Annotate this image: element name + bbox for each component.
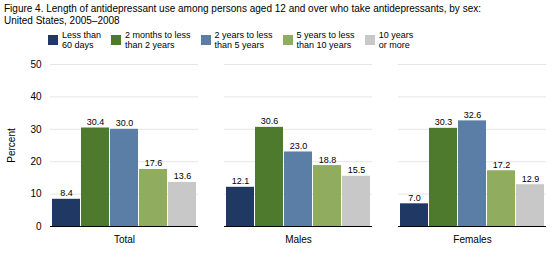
svg-text:30.4: 30.4 — [87, 117, 105, 127]
svg-text:17.6: 17.6 — [145, 158, 163, 168]
svg-text:10: 10 — [30, 188, 42, 199]
html-text:10 years or more: 10 years or more — [378, 30, 414, 50]
svg-text:7.0: 7.0 — [408, 193, 421, 203]
svg-text:Total: Total — [114, 234, 135, 245]
svg-text:0: 0 — [36, 221, 42, 232]
svg-text:30.3: 30.3 — [435, 117, 453, 127]
svg-text:30.0: 30.0 — [116, 118, 134, 128]
svg-text:Males: Males — [285, 234, 312, 245]
html-text:Figure 4. Length of antidepres: Figure 4. Length of antidepressant use a… — [4, 3, 481, 14]
svg-text:23.0: 23.0 — [290, 141, 308, 151]
svg-text:8.4: 8.4 — [60, 188, 73, 198]
html-text:United States, 2005–2008: United States, 2005–2008 — [4, 15, 120, 26]
svg-text:50: 50 — [30, 59, 42, 70]
html-text:5 years to less than 10 years: 5 years to less than 10 years — [296, 30, 355, 50]
svg-text:15.5: 15.5 — [348, 165, 366, 175]
svg-text:30.6: 30.6 — [261, 116, 279, 126]
svg-text:12.9: 12.9 — [522, 174, 540, 184]
html-text:Less than 60 days: Less than 60 days — [62, 30, 101, 50]
svg-text:13.6: 13.6 — [174, 171, 192, 181]
svg-text:Females: Females — [453, 234, 491, 245]
svg-text:12.1: 12.1 — [232, 176, 250, 186]
html-text:2 years to less than 5 years: 2 years to less than 5 years — [214, 30, 273, 50]
html-text:2 months to less than 2 years: 2 months to less than 2 years — [125, 30, 191, 50]
svg-text:18.8: 18.8 — [319, 155, 337, 165]
svg-text:20: 20 — [30, 156, 42, 167]
svg-text:30: 30 — [30, 124, 42, 135]
svg-text:32.6: 32.6 — [464, 110, 482, 120]
svg-text:Percent: Percent — [6, 128, 17, 163]
svg-text:17.2: 17.2 — [493, 160, 511, 170]
svg-text:40: 40 — [30, 91, 42, 102]
